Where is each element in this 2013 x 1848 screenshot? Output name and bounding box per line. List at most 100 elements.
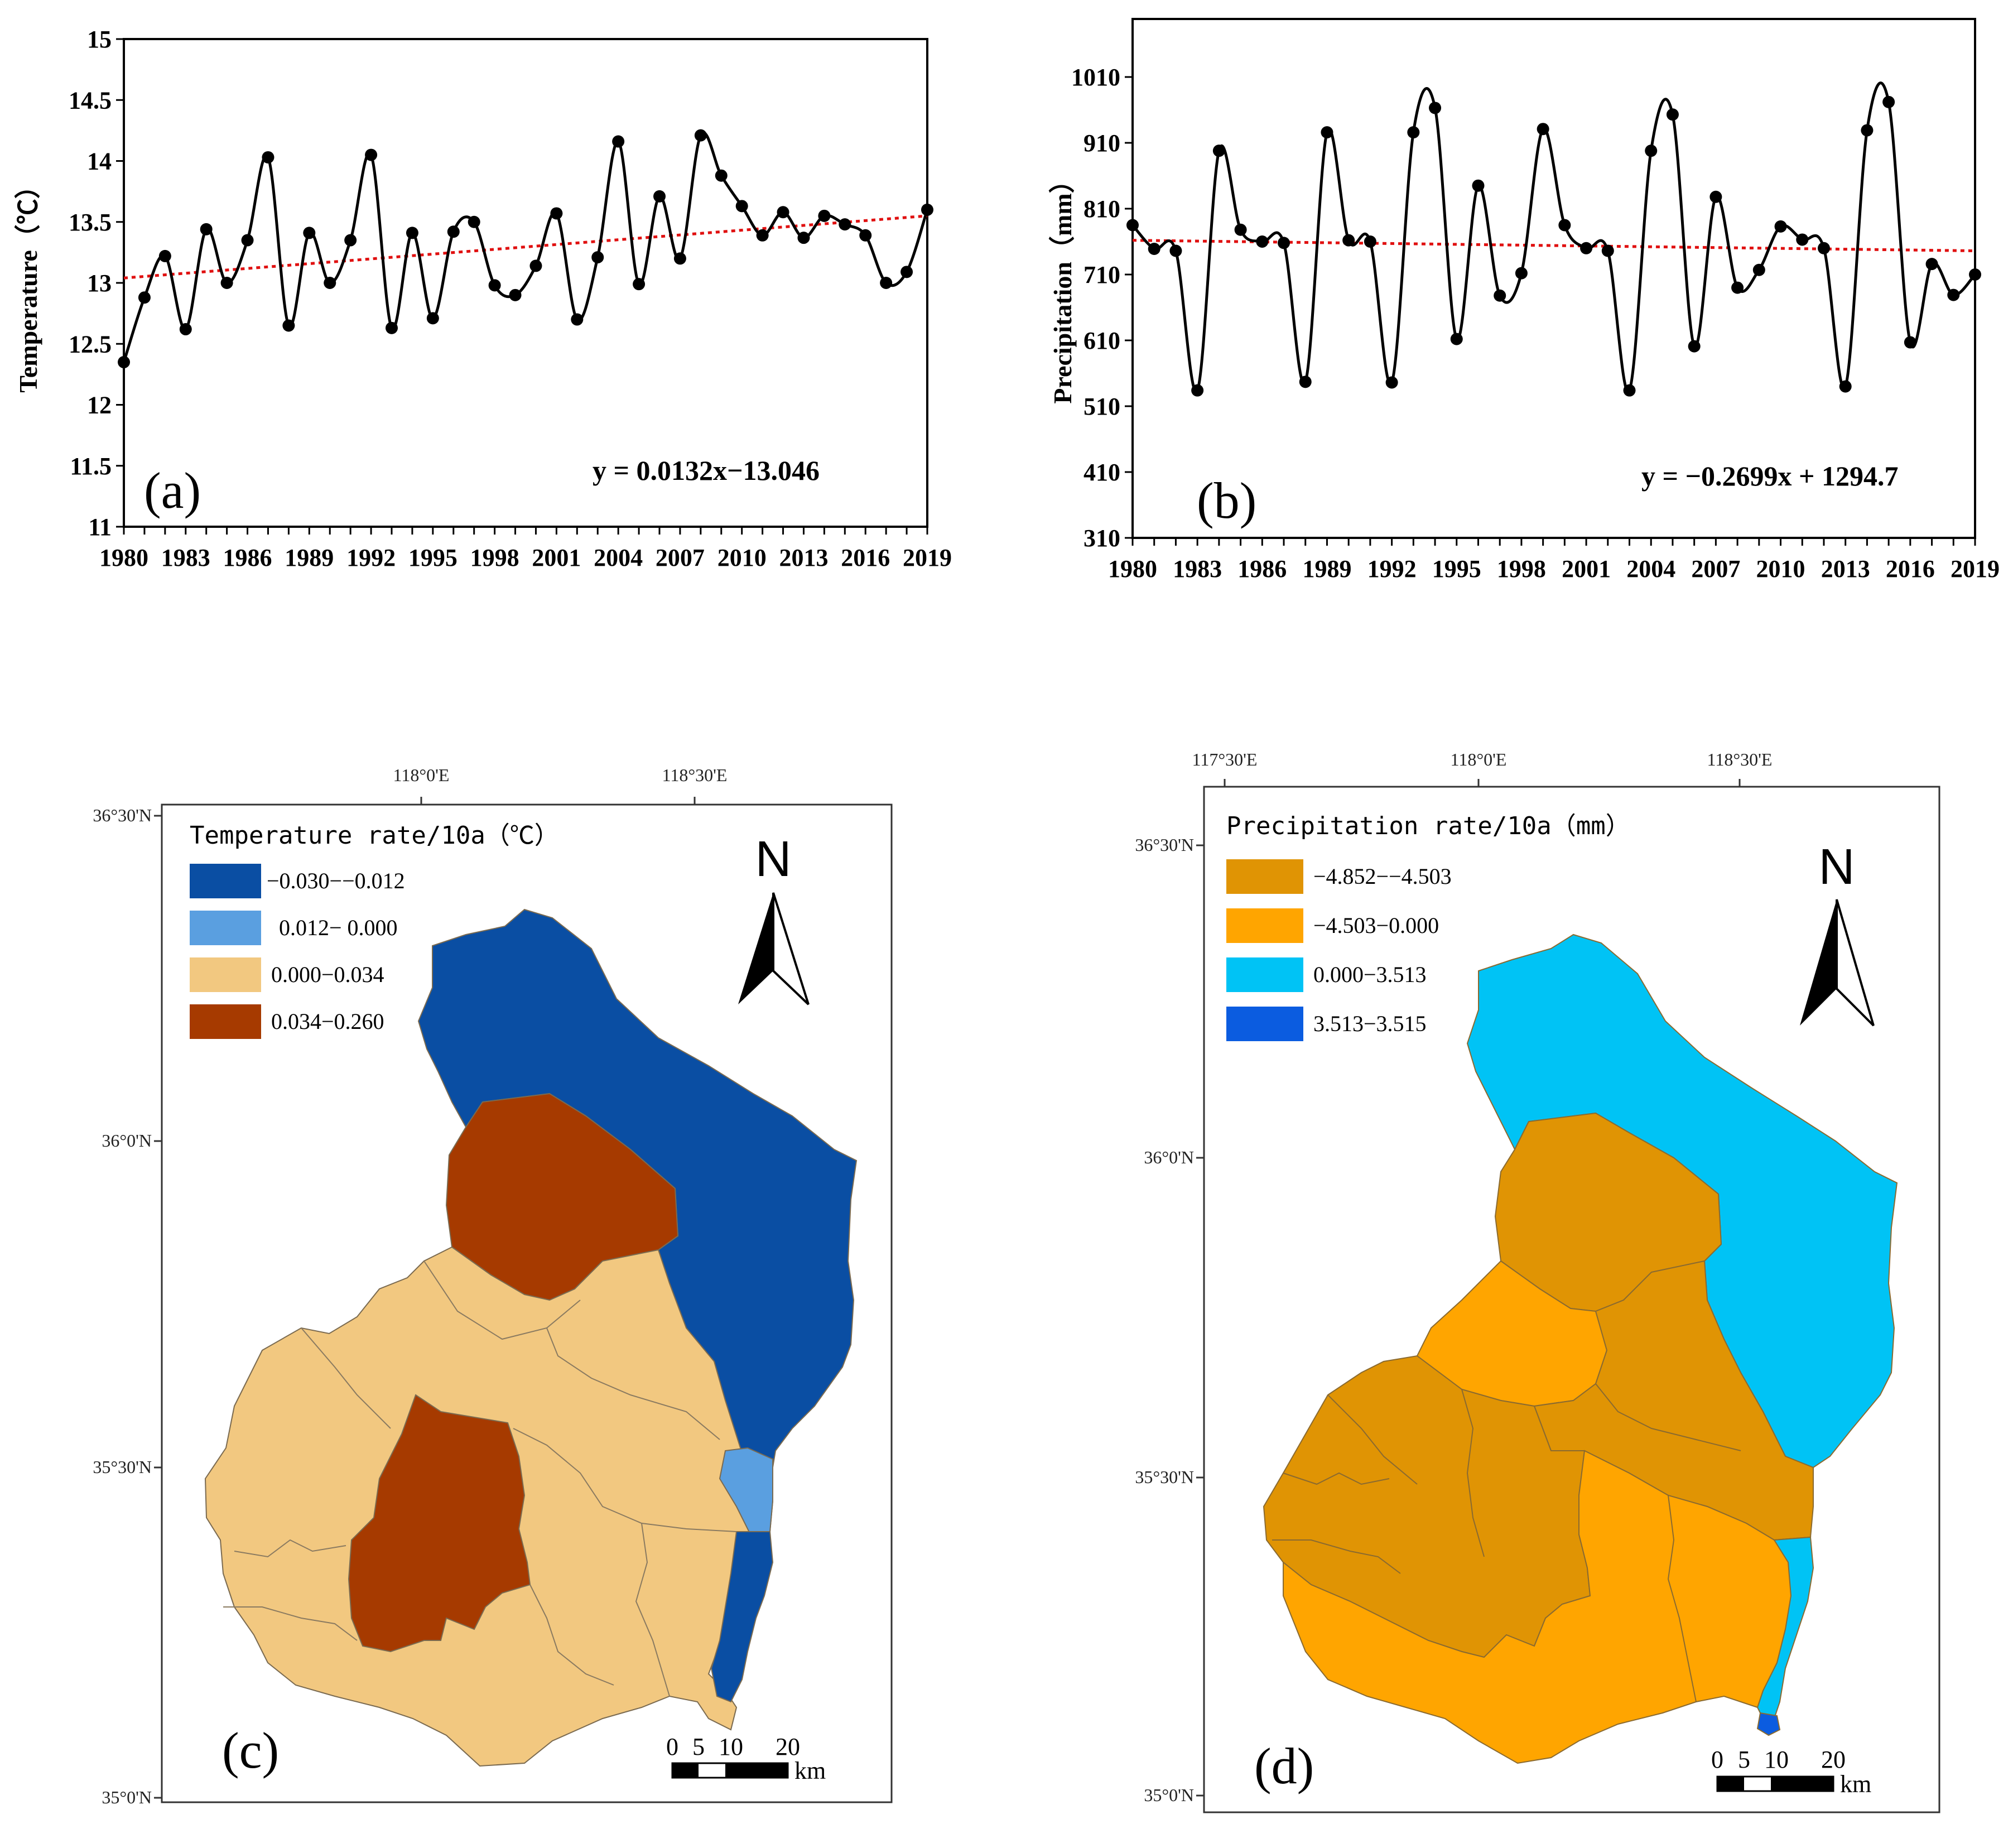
temperature-point-1991 bbox=[344, 234, 357, 247]
temperature-x-tick-label: 1995 bbox=[408, 544, 458, 571]
precipitation-point-1985 bbox=[1234, 223, 1247, 236]
precipitation-point-2017 bbox=[1925, 258, 1938, 271]
temperature-point-1996 bbox=[447, 225, 460, 238]
temperature-point-2005 bbox=[633, 278, 646, 291]
precipitation-point-2016 bbox=[1904, 336, 1916, 349]
precipitation-point-2002 bbox=[1601, 244, 1614, 257]
temperature-point-2008 bbox=[694, 129, 707, 142]
temperature-point-1998 bbox=[488, 279, 501, 292]
temperature-point-1989 bbox=[303, 227, 316, 239]
map-d-boundary bbox=[1667, 1495, 1697, 1702]
map-c-legend-label: 0.034−0.260 bbox=[271, 1009, 384, 1034]
temperature-point-1990 bbox=[324, 277, 336, 289]
precipitation-point-1993 bbox=[1407, 126, 1420, 139]
map-c-legend-swatch bbox=[190, 864, 261, 898]
temperature-point-2012 bbox=[777, 206, 789, 219]
temperature-point-1992 bbox=[365, 148, 378, 161]
precipitation-point-2006 bbox=[1688, 340, 1701, 353]
map-d-lat-label: 36°0'N bbox=[1144, 1147, 1194, 1167]
temperature-point-2019 bbox=[921, 203, 933, 216]
map-c-legend-swatch bbox=[190, 957, 261, 992]
temperature-x-tick-label: 1992 bbox=[346, 544, 396, 571]
map-c-legend-label: −0.030−−0.012 bbox=[267, 868, 405, 893]
map-d-boundary bbox=[1461, 1389, 1485, 1557]
map-d-legend-swatch bbox=[1226, 1007, 1303, 1041]
temperature-x-tick-label: 2004 bbox=[594, 544, 643, 571]
region-southeast-blue bbox=[710, 1531, 774, 1703]
temperature-point-1995 bbox=[426, 312, 439, 325]
precipitation-point-2009 bbox=[1752, 263, 1765, 276]
precipitation-x-tick-label: 1989 bbox=[1302, 555, 1351, 583]
map-d-legend-swatch bbox=[1226, 859, 1303, 894]
region-south-center-brown bbox=[348, 1394, 531, 1653]
map-d-lat-label: 35°0'N bbox=[1144, 1785, 1194, 1805]
temperature-point-1987 bbox=[262, 151, 274, 163]
precipitation-y-tick-label: 1010 bbox=[1071, 64, 1120, 91]
map-c-lat-label: 36°0'N bbox=[102, 1130, 152, 1151]
precipitation-point-2004 bbox=[1645, 145, 1658, 157]
precipitation-y-tick-label: 510 bbox=[1083, 393, 1120, 420]
map-c-scale-label: 0 bbox=[666, 1733, 678, 1760]
precipitation-point-2015 bbox=[1882, 95, 1895, 108]
temperature-point-2016 bbox=[859, 229, 872, 242]
precipitation-points bbox=[1126, 95, 1981, 397]
map-c-north-label: N bbox=[755, 831, 792, 887]
temperature-point-1982 bbox=[158, 249, 171, 262]
precipitation-y-tick-label: 410 bbox=[1083, 459, 1120, 486]
precipitation-y-tick-label: 310 bbox=[1083, 524, 1120, 552]
map-d-legend-label: 0.000−3.513 bbox=[1313, 962, 1427, 987]
region-tip-blue bbox=[1756, 1712, 1781, 1736]
precipitation-point-1987 bbox=[1278, 237, 1290, 249]
map-c-boundary bbox=[635, 1523, 670, 1697]
temperature-x-tick-label: 2013 bbox=[779, 544, 828, 571]
panel-label-a: (a) bbox=[144, 462, 201, 519]
temperature-x-tick-label: 2010 bbox=[717, 544, 767, 571]
panel-label-d: (d) bbox=[1254, 1738, 1314, 1794]
temperature-y-tick-label: 12.5 bbox=[69, 330, 112, 358]
precipitation-point-1984 bbox=[1212, 145, 1225, 157]
precipitation-point-2019 bbox=[1969, 268, 1981, 281]
precipitation-point-1988 bbox=[1299, 376, 1312, 388]
precipitation-x-tick-label: 2001 bbox=[1562, 555, 1611, 583]
precipitation-y-axis-label: Precipitation（mm） bbox=[1048, 167, 1077, 403]
map-d-scale-bar: 0 5 10 20 km bbox=[1711, 1746, 1871, 1798]
precipitation-y-tick-label: 810 bbox=[1083, 195, 1120, 223]
temperature-point-2011 bbox=[756, 229, 769, 242]
precipitation-point-1997 bbox=[1494, 289, 1506, 302]
precipitation-point-2001 bbox=[1580, 242, 1593, 254]
precipitation-plot-frame bbox=[1131, 18, 1976, 539]
temperature-x-tick-label: 2007 bbox=[656, 544, 705, 571]
temperature-point-2006 bbox=[653, 190, 666, 203]
precipitation-x-tick-label: 2004 bbox=[1626, 555, 1675, 583]
temperature-rate-map: 118°0'E 118°30'E 36°30'N 36°0'N 35°30'N … bbox=[93, 765, 893, 1807]
precipitation-point-1986 bbox=[1256, 235, 1269, 248]
map-c-boundary bbox=[301, 1327, 391, 1429]
precipitation-point-2005 bbox=[1666, 108, 1679, 121]
map-c-boundary bbox=[546, 1327, 720, 1440]
precipitation-x-tick-label: 1980 bbox=[1108, 555, 1157, 583]
map-d-lon-label: 118°30'E bbox=[1707, 749, 1773, 769]
map-d-regions bbox=[1263, 933, 1898, 1764]
precipitation-y-tick-label: 710 bbox=[1083, 261, 1120, 288]
map-c-legend-swatch bbox=[190, 1004, 261, 1039]
temperature-point-2010 bbox=[735, 200, 748, 213]
map-d-legend-title: Precipitation rate/10a（mm） bbox=[1226, 812, 1630, 840]
map-c-scale-label: 5 bbox=[692, 1733, 705, 1760]
temperature-y-tick-label: 14.5 bbox=[69, 86, 112, 114]
temperature-x-tick-label: 1998 bbox=[470, 544, 519, 571]
precipitation-x-tick-label: 1986 bbox=[1237, 555, 1287, 583]
precipitation-point-2007 bbox=[1709, 190, 1722, 203]
temperature-y-tick-label: 13 bbox=[87, 270, 112, 297]
temperature-point-1983 bbox=[179, 323, 192, 336]
map-c-lon-label: 118°30'E bbox=[662, 765, 728, 785]
precipitation-point-1989 bbox=[1321, 126, 1333, 139]
precipitation-point-2014 bbox=[1861, 124, 1874, 137]
map-d-scale-label: 20 bbox=[1821, 1746, 1846, 1773]
map-d-scale-unit: km bbox=[1840, 1770, 1871, 1798]
temperature-y-tick-label: 13.5 bbox=[69, 209, 112, 236]
precipitation-y-tick-label: 610 bbox=[1083, 327, 1120, 354]
temperature-point-2004 bbox=[612, 135, 625, 148]
map-c-lon-label: 118°0'E bbox=[393, 765, 450, 785]
